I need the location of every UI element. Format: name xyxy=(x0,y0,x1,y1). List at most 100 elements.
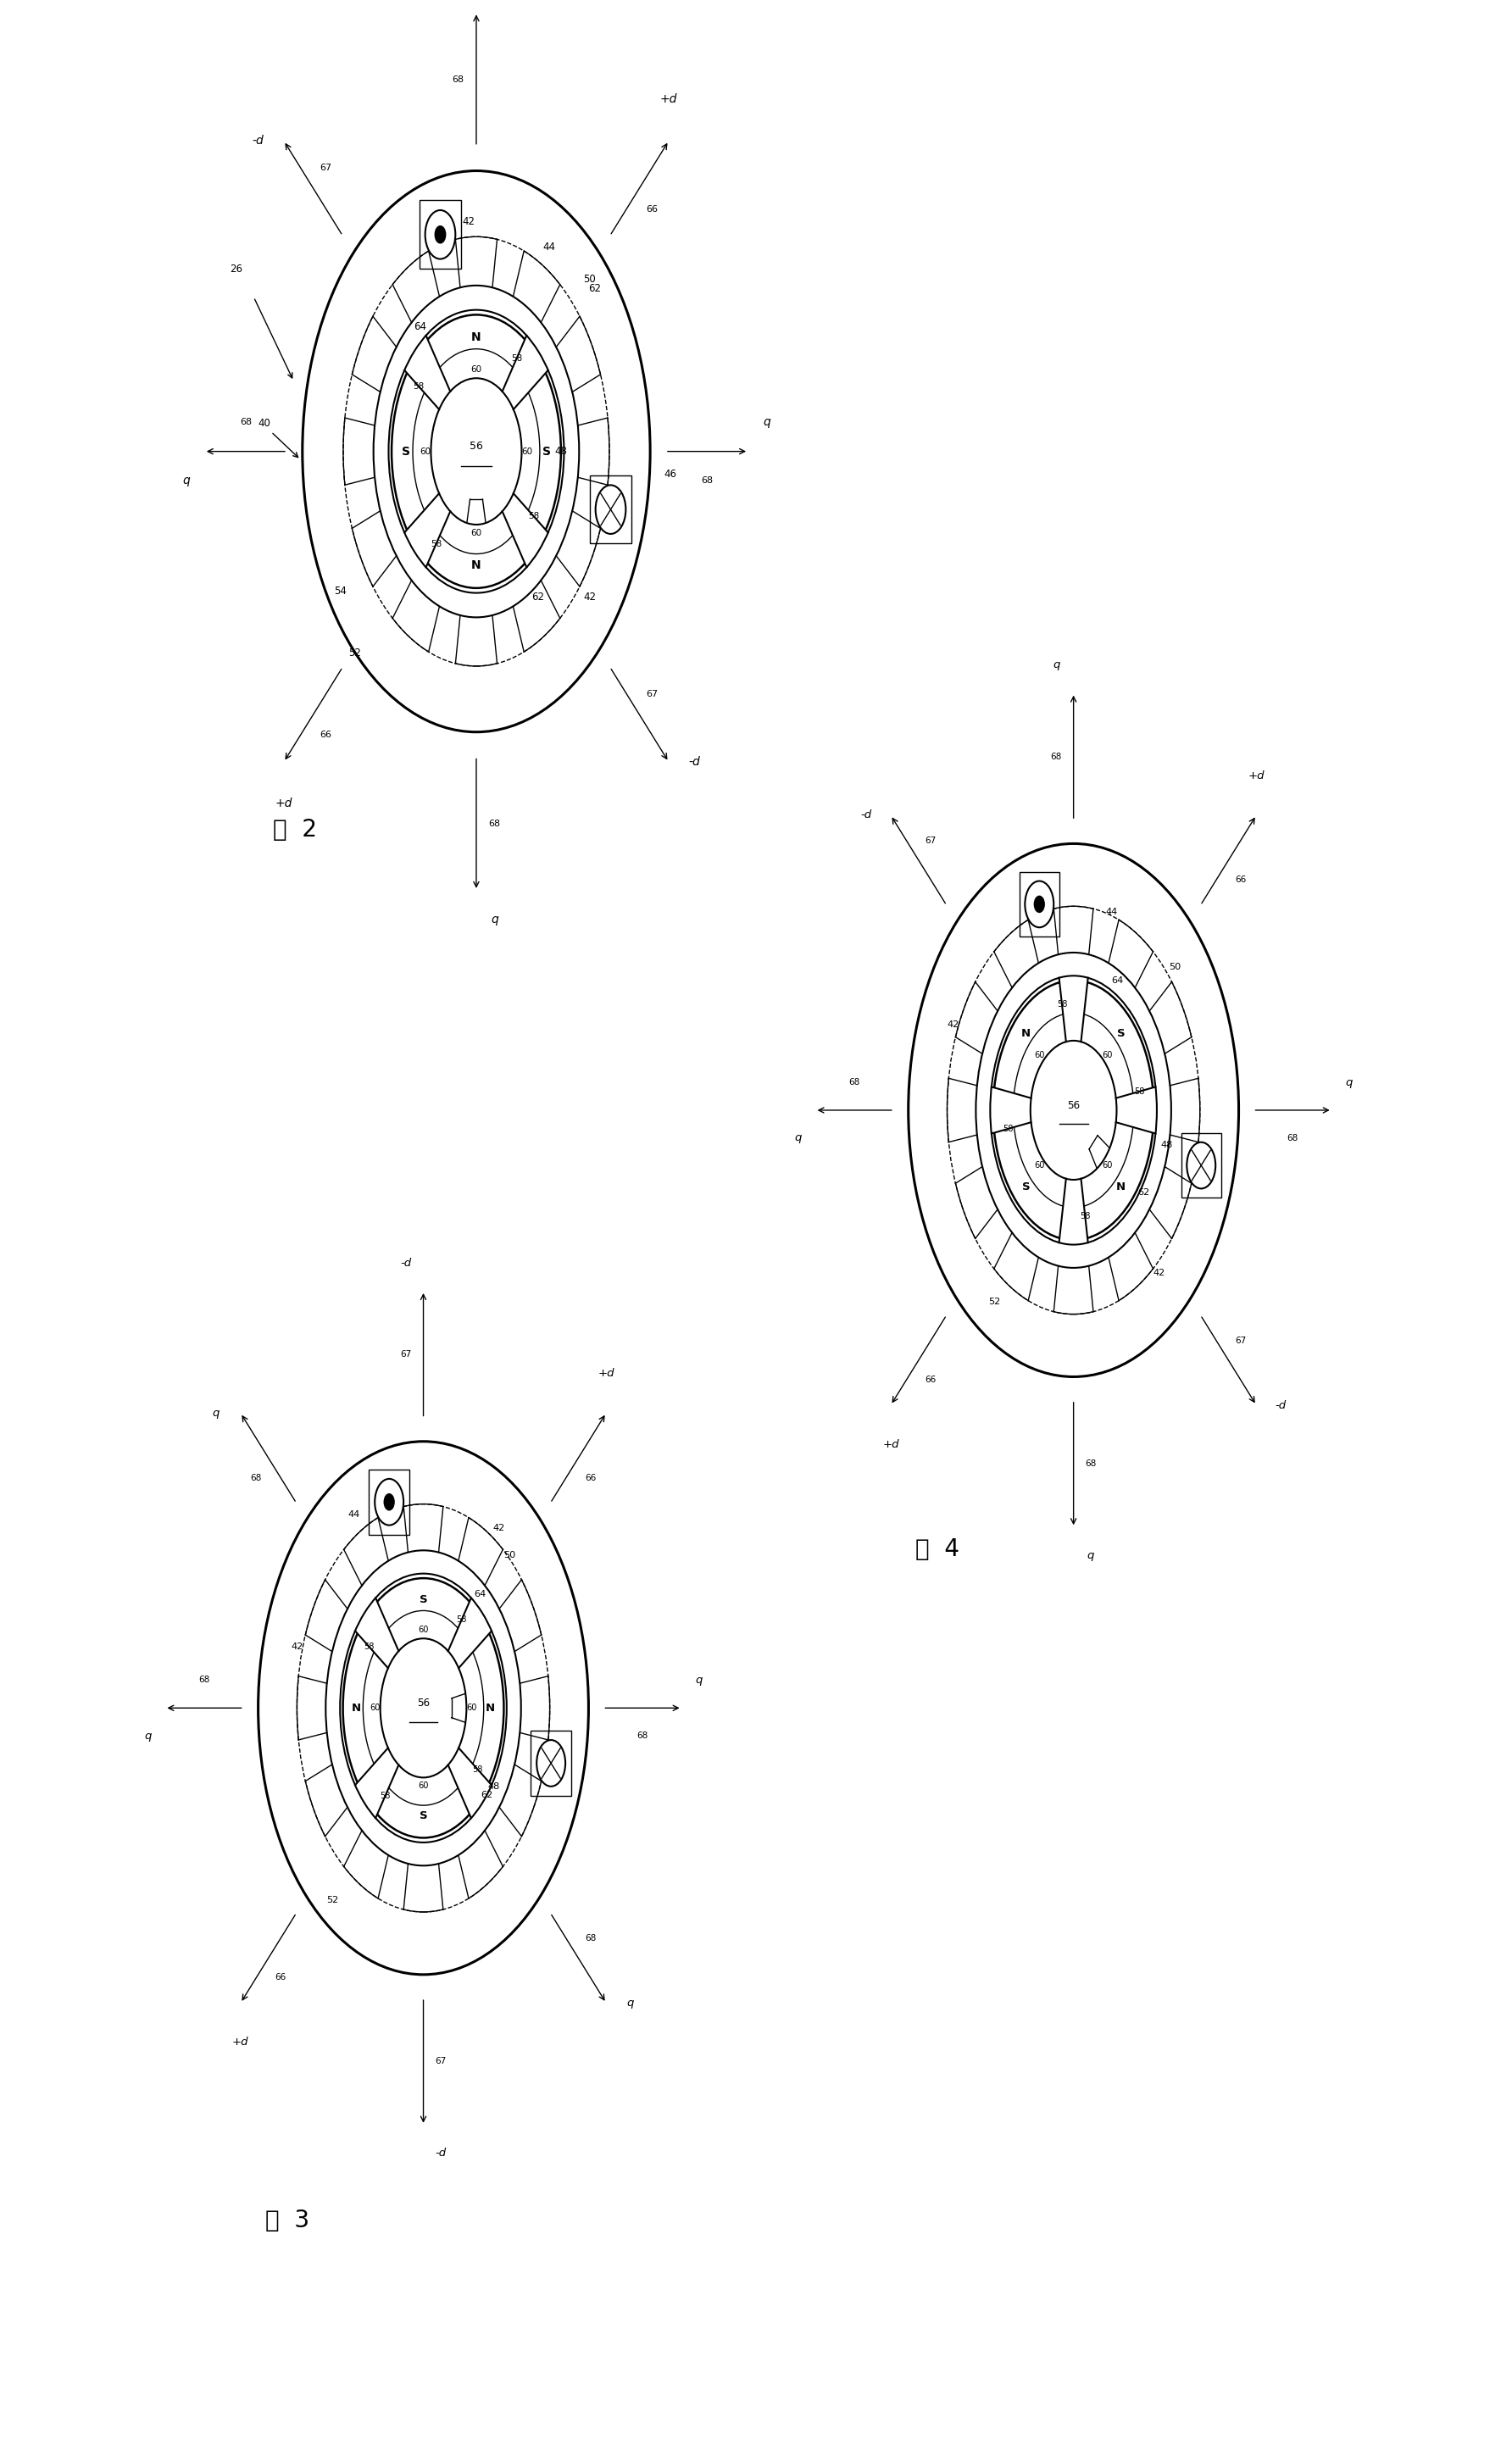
Circle shape xyxy=(389,310,564,593)
Text: 62: 62 xyxy=(532,593,544,603)
Text: 62: 62 xyxy=(1139,1188,1151,1196)
Text: 42: 42 xyxy=(948,1020,960,1030)
Text: 56: 56 xyxy=(417,1698,429,1708)
Circle shape xyxy=(1030,1039,1116,1181)
Text: 58: 58 xyxy=(457,1615,467,1625)
Text: 52: 52 xyxy=(989,1298,1001,1305)
Text: 48: 48 xyxy=(488,1784,500,1791)
Text: 68: 68 xyxy=(240,417,251,427)
Text: 67: 67 xyxy=(401,1349,411,1359)
Text: 68: 68 xyxy=(702,476,712,486)
Text: 58: 58 xyxy=(1002,1125,1013,1132)
Text: 56: 56 xyxy=(470,442,482,451)
Text: 44: 44 xyxy=(348,1510,360,1518)
Text: 66: 66 xyxy=(275,1974,286,1981)
Text: 42: 42 xyxy=(463,217,475,227)
Text: 44: 44 xyxy=(543,242,556,254)
Text: q: q xyxy=(1087,1549,1095,1562)
Text: S: S xyxy=(419,1593,428,1606)
Text: 67: 67 xyxy=(435,2057,446,2067)
Text: 68: 68 xyxy=(488,820,500,827)
Text: 44: 44 xyxy=(1105,908,1117,917)
Text: -d: -d xyxy=(860,810,872,820)
Text: 58: 58 xyxy=(380,1791,390,1801)
Text: 60: 60 xyxy=(1034,1052,1045,1059)
Text: 40: 40 xyxy=(259,417,271,429)
Circle shape xyxy=(381,1640,466,1779)
Text: 图  4: 图 4 xyxy=(915,1537,960,1562)
Circle shape xyxy=(537,1740,565,1786)
Text: 67: 67 xyxy=(646,691,658,698)
Text: 50: 50 xyxy=(1169,964,1181,971)
Text: 26: 26 xyxy=(230,264,243,276)
Text: 60: 60 xyxy=(1102,1161,1113,1169)
Text: 68: 68 xyxy=(585,1935,596,1942)
Circle shape xyxy=(375,1479,404,1525)
Text: 67: 67 xyxy=(321,163,333,171)
Text: 60: 60 xyxy=(370,1703,381,1713)
Text: 68: 68 xyxy=(848,1078,860,1086)
Text: 56: 56 xyxy=(1067,1100,1080,1110)
Circle shape xyxy=(975,952,1172,1269)
Circle shape xyxy=(340,1574,507,1842)
Text: 50: 50 xyxy=(503,1552,516,1559)
Text: +d: +d xyxy=(275,798,292,810)
Circle shape xyxy=(435,227,446,244)
Text: 58: 58 xyxy=(431,539,442,549)
Text: 67: 67 xyxy=(925,837,936,844)
Text: 62: 62 xyxy=(481,1791,493,1798)
Circle shape xyxy=(302,171,650,732)
Text: -d: -d xyxy=(688,756,700,769)
Text: 42: 42 xyxy=(584,593,596,603)
Text: 66: 66 xyxy=(1235,876,1246,883)
Text: +d: +d xyxy=(1247,771,1264,781)
Text: N: N xyxy=(1022,1027,1031,1039)
Text: 46: 46 xyxy=(664,468,677,478)
Circle shape xyxy=(596,486,626,534)
Text: 42: 42 xyxy=(290,1642,302,1652)
Circle shape xyxy=(1025,881,1054,927)
Text: q: q xyxy=(696,1674,703,1686)
Circle shape xyxy=(909,844,1238,1376)
Text: S: S xyxy=(419,1810,428,1823)
Text: 68: 68 xyxy=(452,76,464,83)
Text: 60: 60 xyxy=(466,1703,476,1713)
Text: 64: 64 xyxy=(413,322,426,332)
Text: 58: 58 xyxy=(1057,1000,1067,1008)
Text: q: q xyxy=(183,476,189,486)
Text: 68: 68 xyxy=(198,1676,210,1684)
Text: 60: 60 xyxy=(417,1781,429,1791)
Text: +d: +d xyxy=(233,2037,249,2047)
Text: q: q xyxy=(764,417,770,427)
Text: +d: +d xyxy=(883,1440,900,1449)
Text: S: S xyxy=(402,447,410,456)
Circle shape xyxy=(425,210,455,259)
Text: 66: 66 xyxy=(925,1376,936,1383)
Text: 68: 68 xyxy=(1287,1135,1299,1142)
Text: 50: 50 xyxy=(584,273,596,285)
Text: q: q xyxy=(144,1730,151,1742)
Text: 42: 42 xyxy=(493,1525,505,1532)
Text: 60: 60 xyxy=(417,1625,429,1635)
Text: 60: 60 xyxy=(420,447,431,456)
Text: 54: 54 xyxy=(334,586,346,595)
Text: 66: 66 xyxy=(321,732,333,739)
Text: 58: 58 xyxy=(1080,1213,1090,1220)
Text: N: N xyxy=(1116,1181,1125,1193)
Text: 60: 60 xyxy=(470,529,482,537)
Text: 58: 58 xyxy=(473,1767,484,1774)
Text: 64: 64 xyxy=(473,1591,485,1598)
Text: 68: 68 xyxy=(1086,1459,1096,1469)
Circle shape xyxy=(373,285,579,617)
Text: 图  3: 图 3 xyxy=(265,2208,310,2233)
Circle shape xyxy=(325,1549,522,1867)
Text: 66: 66 xyxy=(585,1474,596,1481)
Text: +d: +d xyxy=(597,1369,614,1379)
Circle shape xyxy=(384,1493,395,1510)
Text: 58: 58 xyxy=(413,383,425,390)
Circle shape xyxy=(259,1442,588,1974)
Text: 62: 62 xyxy=(588,283,600,295)
Text: N: N xyxy=(472,332,481,344)
Circle shape xyxy=(990,976,1157,1244)
Text: 60: 60 xyxy=(1034,1161,1045,1169)
